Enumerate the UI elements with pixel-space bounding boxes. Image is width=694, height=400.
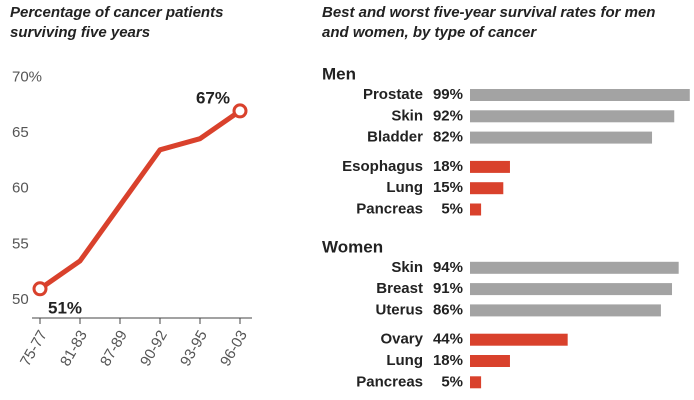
chart-title: Best and worst five-year survival rates … <box>322 4 655 41</box>
category-label: Skin <box>391 107 423 124</box>
category-label: Esophagus <box>342 158 423 175</box>
data-label: 18% <box>433 352 463 369</box>
category-label: Bladder <box>367 129 423 146</box>
bar <box>470 376 482 389</box>
y-tick-label: 70% <box>12 69 42 86</box>
data-label: 18% <box>433 158 463 175</box>
bar <box>470 89 690 101</box>
end-point <box>32 281 48 297</box>
bar <box>470 304 661 317</box>
category-label: Pancreas <box>356 373 423 390</box>
category-label: Lung <box>386 352 423 369</box>
category-label: Breast <box>376 280 423 297</box>
data-label: 67% <box>196 88 230 107</box>
category-label: Uterus <box>375 301 423 318</box>
y-tick-label: 60 <box>12 180 29 197</box>
data-label: 44% <box>433 331 463 348</box>
bar <box>470 182 504 195</box>
bar <box>470 283 673 296</box>
y-tick-label: 50 <box>12 291 29 308</box>
data-label: 5% <box>441 200 463 217</box>
category-label: Ovary <box>380 331 423 348</box>
bar <box>470 261 679 274</box>
y-tick-label: 55 <box>12 235 29 252</box>
bar <box>470 110 675 123</box>
end-point <box>232 103 248 119</box>
data-label: 15% <box>433 179 463 196</box>
group-label: Women <box>322 237 383 256</box>
data-label: 51% <box>48 298 82 317</box>
data-label: 82% <box>433 129 463 146</box>
y-tick-label: 65 <box>12 124 29 141</box>
data-label: 99% <box>433 86 463 103</box>
data-label: 86% <box>433 301 463 318</box>
chart-title: Percentage of cancer patients surviving f… <box>10 4 223 41</box>
category-label: Pancreas <box>356 200 423 217</box>
group-label: Men <box>322 64 356 83</box>
category-label: Lung <box>386 179 423 196</box>
bar <box>470 355 510 367</box>
bar <box>470 203 482 216</box>
category-label: Skin <box>391 259 423 276</box>
bar <box>470 333 568 346</box>
bar <box>470 131 653 144</box>
line <box>38 108 242 291</box>
data-label: 5% <box>441 373 463 390</box>
data-label: 92% <box>433 107 463 124</box>
data-label: 91% <box>433 280 463 297</box>
bar <box>470 160 510 173</box>
data-label: 94% <box>433 259 463 276</box>
category-label: Prostate <box>363 86 423 103</box>
